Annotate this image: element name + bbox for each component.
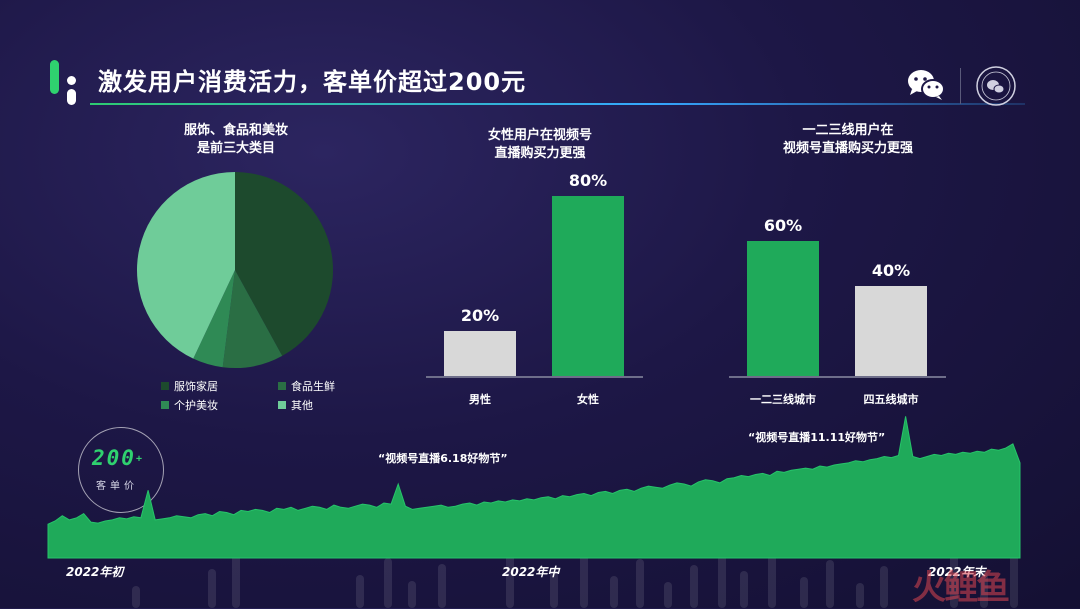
bar-label-female: 80% — [568, 171, 608, 190]
category-male: 男性 — [469, 393, 491, 406]
gender-title-line2: 直播购买力更强 — [494, 146, 586, 161]
gender-chart-title: 女性用户在视频号 直播购买力更强 — [450, 127, 630, 163]
decorative-bar — [208, 569, 216, 608]
decorative-bar — [690, 565, 698, 608]
decorative-bar — [384, 558, 392, 608]
header-divider — [960, 68, 961, 104]
title-underline — [90, 103, 1025, 105]
decorative-bar — [980, 572, 988, 608]
kpi-circle — [78, 427, 164, 513]
bar-tier45 — [855, 286, 927, 376]
city-chart-title: 一二三线用户在 视频号直播购买力更强 — [758, 122, 938, 158]
bar-label-tier45: 40% — [871, 261, 911, 280]
decorative-bar — [740, 571, 748, 608]
city-axis-line — [729, 376, 946, 378]
decorative-bar — [718, 548, 726, 608]
legend-label-food: 食品生鲜 — [291, 380, 335, 393]
decorative-bar — [550, 570, 558, 608]
bar-tier123 — [747, 241, 819, 376]
wechat-channel-seal-icon — [975, 65, 1017, 107]
logo-white-dot — [67, 76, 76, 85]
watermark-logo: 火鲤鱼 — [912, 568, 1010, 608]
pie-title: 服饰、食品和美妆 是前三大类目 — [156, 122, 316, 158]
bar-label-male: 20% — [460, 306, 500, 325]
pie-slice-food — [222, 270, 283, 368]
decorative-bar — [610, 576, 618, 608]
legend-item-other: 其他 — [278, 397, 313, 413]
gender-title-line1: 女性用户在视频号 — [487, 128, 592, 143]
decorative-bar — [408, 581, 416, 608]
city-title-line1: 一二三线用户在 — [802, 123, 894, 138]
kpi-value-suffix: + — [135, 453, 144, 465]
decorative-bar — [856, 583, 864, 608]
legend-item-apparel: 服饰家居 — [161, 378, 218, 394]
legend-swatch-other — [278, 401, 286, 409]
decorative-bar — [438, 564, 446, 608]
category-female: 女性 — [577, 393, 599, 406]
legend-label-beauty: 个护美妆 — [174, 399, 218, 412]
timeline-area — [47, 416, 1021, 559]
decorative-bar — [880, 566, 888, 608]
pie-chart — [137, 172, 333, 368]
x-tick-end: 2022年末 — [928, 565, 986, 579]
decorative-bar — [232, 552, 240, 608]
legend-label-apparel: 服饰家居 — [174, 380, 218, 393]
decorative-bar — [356, 575, 364, 608]
legend-item-beauty: 个护美妆 — [161, 397, 218, 413]
decorative-bar — [664, 582, 672, 608]
kpi-value: 200+ — [92, 446, 144, 470]
pie-slice-other — [137, 172, 235, 359]
decorative-bar — [132, 586, 140, 608]
gender-axis-line — [426, 376, 643, 378]
page-title: 激发用户消费活力，客单价超过200元 — [98, 68, 527, 96]
decorative-bar — [768, 554, 776, 608]
logo-white-bar — [67, 89, 76, 105]
decorative-bar — [506, 547, 514, 608]
decorative-bar — [580, 553, 588, 608]
x-tick-start: 2022年初 — [66, 565, 124, 579]
kpi-label: 客单价 — [96, 481, 138, 492]
legend-swatch-beauty — [161, 401, 169, 409]
annotation-1111: “视频号直播11.11好物节” — [748, 431, 886, 444]
logo-green-bar — [50, 60, 59, 94]
legend-item-food: 食品生鲜 — [278, 378, 335, 394]
bar-female — [552, 196, 624, 376]
decorative-bar — [1010, 555, 1018, 608]
decorative-bar — [826, 560, 834, 608]
bar-label-tier123: 60% — [763, 216, 803, 235]
legend-label-other: 其他 — [291, 399, 313, 412]
decorative-bar — [636, 559, 644, 608]
legend-swatch-apparel — [161, 382, 169, 390]
category-tier123: 一二三线城市 — [750, 393, 816, 406]
x-tick-mid: 2022年中 — [502, 565, 560, 579]
bar-male — [444, 331, 516, 376]
annotation-618: “视频号直播6.18好物节” — [378, 452, 508, 465]
decorative-bar — [950, 549, 958, 608]
legend-swatch-food — [278, 382, 286, 390]
decorative-bar — [800, 577, 808, 608]
city-title-line2: 视频号直播购买力更强 — [782, 141, 913, 156]
kpi-value-number: 200 — [92, 446, 136, 470]
brand-logo — [50, 60, 80, 106]
pie-title-line1: 服饰、食品和美妆 — [183, 123, 288, 138]
wechat-icon[interactable] — [906, 68, 946, 102]
category-tier45: 四五线城市 — [863, 393, 919, 406]
pie-slice-apparel — [235, 172, 333, 356]
pie-slice-beauty — [193, 270, 235, 368]
pie-title-line2: 是前三大类目 — [196, 141, 275, 156]
